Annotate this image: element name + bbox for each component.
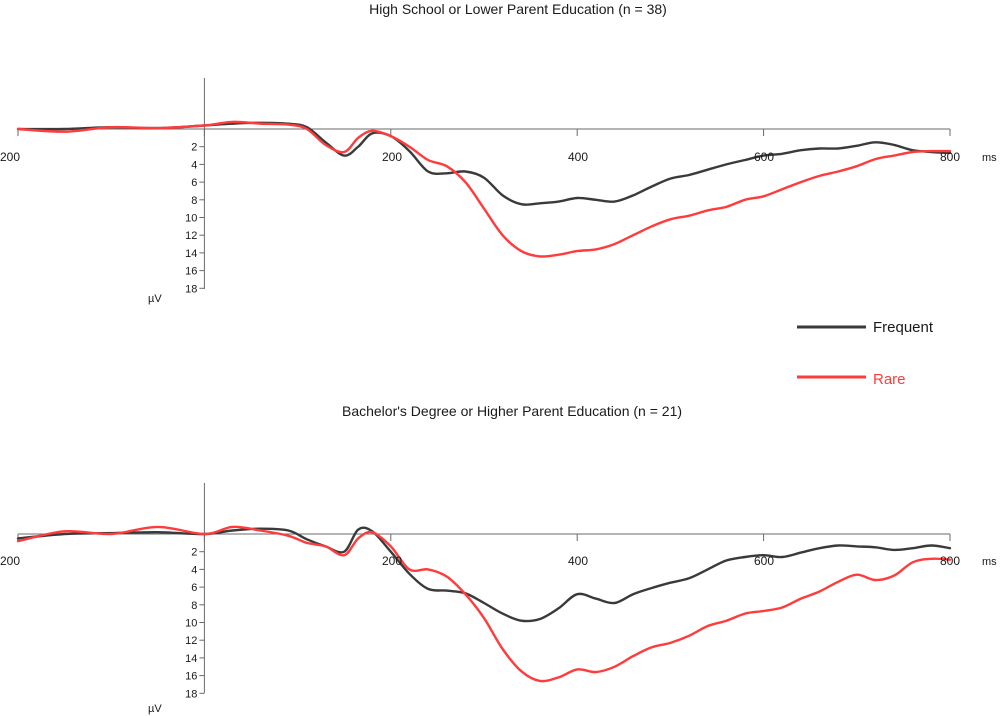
y-tick-label: 2: [191, 142, 197, 154]
y-tick-label: 6: [191, 177, 197, 189]
y-tick-label: 10: [185, 618, 197, 630]
y-tick-label: 6: [191, 582, 197, 594]
y-tick-label: 14: [185, 653, 197, 665]
y-tick-label: 10: [185, 213, 197, 225]
panel-2-y-unit: µV: [148, 703, 162, 715]
panel-1-xtick-800: 800: [940, 150, 960, 164]
y-tick-label: 8: [191, 195, 197, 207]
panel-1-xtick-neg200: -200: [0, 150, 20, 164]
panel-1-series: [16, 120, 952, 258]
y-tick-label: 4: [191, 564, 197, 576]
y-tick-label: 14: [185, 248, 197, 260]
legend: Frequent Rare: [797, 319, 934, 388]
panel-1-title: High School or Lower Parent Education (n…: [369, 1, 667, 17]
legend-label-frequent: Frequent: [873, 319, 934, 336]
y-tick-label: 16: [185, 266, 197, 278]
panel-1-y-unit: µV: [148, 293, 162, 305]
panel-2-xtick-800: 800: [940, 554, 960, 568]
y-tick-label: 4: [191, 159, 197, 171]
y-tick-label: 8: [191, 600, 197, 612]
panel-1-xtick-200: 200: [382, 150, 402, 164]
panel-2-xtick-600: 600: [754, 554, 774, 568]
panel-high-school: High School or Lower Parent Education (n…: [0, 1, 997, 305]
y-tick-label: 12: [185, 635, 197, 647]
panel-2-x-unit: ms: [982, 556, 997, 568]
panel-1-xtick-600: 600: [754, 150, 774, 164]
series-line-rare: [16, 120, 952, 258]
y-tick-label: 18: [185, 688, 197, 700]
legend-label-rare: Rare: [873, 371, 906, 388]
panel-2-axes: 2 4 6 8 10 12 14 16 18: [17, 483, 951, 700]
panel-2-xtick-neg200: -200: [0, 554, 20, 568]
y-tick-label: 18: [185, 283, 197, 295]
panel-1-axes: 2 4 6 8 10 12 14 16 18: [17, 78, 951, 295]
panel-2-series: [16, 525, 952, 683]
y-tick-label: 2: [191, 547, 197, 559]
panel-2-xtick-200: 200: [382, 554, 402, 568]
series-line-frequent: [16, 121, 952, 206]
series-line-frequent: [16, 526, 952, 623]
panel-bachelors: Bachelor's Degree or Higher Parent Educa…: [0, 403, 997, 715]
panel-1-x-unit: ms: [982, 152, 997, 164]
y-tick-label: 16: [185, 671, 197, 683]
y-tick-label: 12: [185, 230, 197, 242]
panel-1-xtick-400: 400: [568, 150, 588, 164]
panel-2-xtick-400: 400: [568, 554, 588, 568]
series-line-rare: [16, 525, 952, 683]
panel-2-title: Bachelor's Degree or Higher Parent Educa…: [342, 403, 682, 419]
